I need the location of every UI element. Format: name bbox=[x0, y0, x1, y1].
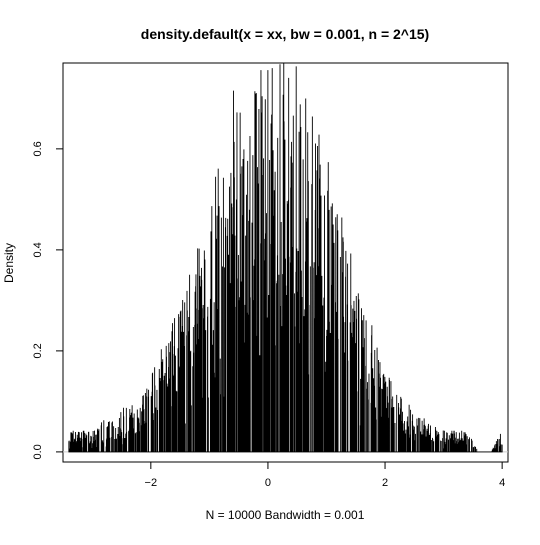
y-tick-label: 0.6 bbox=[32, 141, 44, 156]
y-tick-label: 0.0 bbox=[32, 444, 44, 459]
y-tick-label: 0.4 bbox=[32, 242, 44, 257]
density-series bbox=[68, 63, 503, 453]
x-tick-label: 4 bbox=[499, 477, 505, 489]
x-axis-label: N = 10000 Bandwidth = 0.001 bbox=[206, 508, 365, 522]
x-tick-label: 0 bbox=[265, 477, 271, 489]
y-tick-label: 0.2 bbox=[32, 343, 44, 358]
density-line bbox=[68, 63, 503, 453]
axes: −2 0 2 4 0.0 0.2 0.4 0.6 bbox=[32, 141, 505, 489]
x-tick-label: −2 bbox=[145, 477, 158, 489]
plot-frame bbox=[62, 62, 509, 463]
x-tick-label: 2 bbox=[382, 477, 388, 489]
y-axis-label: Density bbox=[2, 243, 16, 283]
chart-title: density.default(x = xx, bw = 0.001, n = … bbox=[141, 26, 429, 42]
